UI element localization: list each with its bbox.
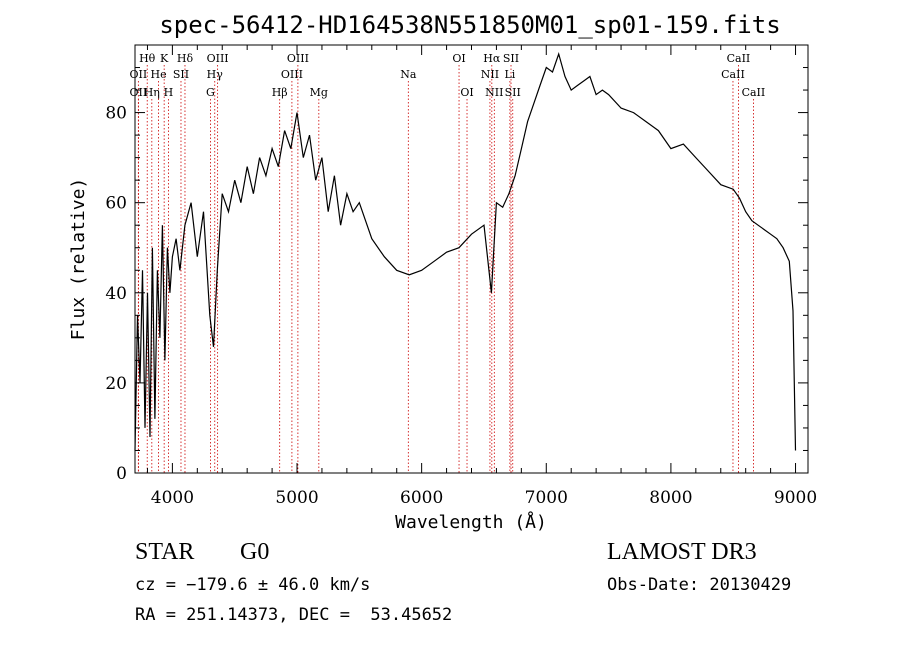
x-tick-label: 9000 bbox=[774, 488, 817, 508]
x-tick-label: 6000 bbox=[400, 488, 443, 508]
y-tick-label: 80 bbox=[105, 104, 127, 124]
coordinates: RA = 251.14373, DEC = 53.45652 bbox=[135, 605, 453, 625]
spectral-line-label: Hδ bbox=[177, 52, 194, 65]
x-axis: 4000 5000 6000 7000 8000 9000 bbox=[146, 45, 817, 508]
x-axis-label: Wavelength (Å) bbox=[395, 511, 547, 533]
y-tick-label: 20 bbox=[105, 374, 127, 394]
spectral-line-label: OIII bbox=[281, 68, 303, 81]
y-tick-label: 40 bbox=[105, 284, 127, 304]
spectral-line-label: He bbox=[151, 68, 167, 81]
y-axis-label: Flux (relative) bbox=[68, 178, 89, 341]
spectral-line-label: NII bbox=[481, 68, 499, 81]
spectral-line-label: OII bbox=[130, 68, 148, 81]
observation-date: Obs-Date: 20130429 bbox=[607, 575, 792, 595]
spectral-line-label: CaII bbox=[727, 52, 751, 65]
spectral-line-label: SII bbox=[505, 86, 521, 99]
subclass: G0 bbox=[240, 539, 270, 565]
y-tick-label: 0 bbox=[116, 464, 127, 484]
spectral-line-markers bbox=[137, 65, 754, 473]
spectral-line-label: Hη bbox=[144, 86, 160, 99]
plot-frame bbox=[134, 44, 809, 474]
spectral-line-label: OI bbox=[452, 52, 465, 65]
spectral-line-label: OIII bbox=[207, 52, 229, 65]
x-tick-label: 4000 bbox=[151, 488, 194, 508]
object-class: STAR bbox=[135, 539, 195, 565]
spectral-line-label: Na bbox=[400, 68, 417, 81]
spectral-line-label: OII bbox=[130, 86, 148, 99]
spectral-line-label: Hθ bbox=[139, 52, 156, 65]
series-line-spectrum bbox=[134, 51, 797, 451]
spectral-line-label: K bbox=[160, 52, 169, 65]
x-tick-label: 5000 bbox=[275, 488, 318, 508]
x-tick-label: 8000 bbox=[649, 488, 692, 508]
y-axis: 0 20 40 60 80 bbox=[105, 67, 808, 484]
spectral-line-label: CaII bbox=[721, 68, 745, 81]
redshift-cz: cz = −179.6 ± 46.0 km/s bbox=[135, 575, 371, 595]
spectral-line-label: OI bbox=[460, 86, 473, 99]
y-tick-label: 60 bbox=[105, 194, 127, 214]
spectral-line-label: G bbox=[206, 86, 215, 99]
spectral-line-label: Hα bbox=[483, 52, 501, 65]
x-tick-label: 7000 bbox=[525, 488, 568, 508]
spectral-line-label: CaII bbox=[742, 86, 766, 99]
spectral-line-label: SII bbox=[173, 68, 189, 81]
chart-title: spec-56412-HD164538N551850M01_sp01-159.f… bbox=[159, 11, 780, 39]
spectral-line-label: H bbox=[164, 86, 174, 99]
spectral-line-label: Hγ bbox=[207, 68, 224, 81]
spectral-line-label: NII bbox=[485, 86, 503, 99]
survey-name: LAMOST DR3 bbox=[607, 539, 757, 565]
series-layer bbox=[134, 51, 797, 451]
spectral-line-label: Hβ bbox=[272, 86, 288, 99]
spectral-line-label: Li bbox=[504, 68, 515, 81]
spectral-line-label: Mg bbox=[310, 86, 328, 99]
spectral-line-label: OIII bbox=[287, 52, 309, 65]
spectral-line-label: SII bbox=[503, 52, 519, 65]
